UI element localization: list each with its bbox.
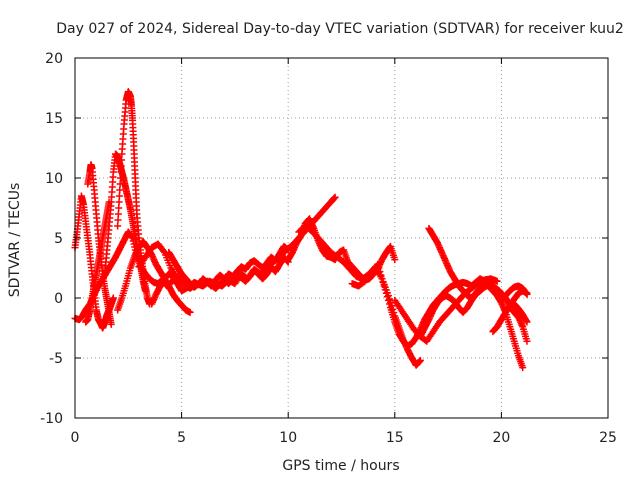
- data-point: [114, 222, 122, 230]
- data-point: [385, 300, 393, 308]
- series-t10: [165, 242, 292, 292]
- data-point: [523, 337, 531, 345]
- x-tick-label: 20: [492, 430, 510, 446]
- series-t4: [84, 161, 115, 328]
- y-tick-label: -10: [40, 411, 63, 427]
- data-point: [381, 286, 389, 294]
- data-point: [519, 364, 527, 372]
- data-point: [375, 264, 383, 272]
- data-point: [523, 290, 531, 298]
- series-t12: [295, 222, 424, 369]
- data-point: [523, 318, 531, 326]
- data-point: [114, 216, 122, 224]
- data-point: [116, 174, 124, 182]
- data-point: [378, 275, 386, 283]
- data-point: [115, 204, 123, 212]
- data-point: [118, 156, 126, 164]
- data-point: [116, 180, 124, 188]
- data-point: [109, 294, 117, 302]
- data-point: [379, 278, 387, 286]
- axis-ticks: 0 5 10 15 20 25 -10 -5 0 5 10 15 20: [40, 51, 617, 446]
- x-tick-label: 10: [279, 430, 297, 446]
- data-point: [380, 282, 388, 290]
- series-t6: [114, 88, 154, 308]
- data-point: [383, 293, 391, 301]
- y-tick-label: 15: [45, 111, 63, 127]
- data-point: [117, 162, 125, 170]
- data-point: [284, 246, 292, 254]
- data-point: [416, 356, 424, 364]
- data-point: [115, 198, 123, 206]
- y-tick-label: 20: [45, 51, 63, 67]
- y-tick-label: 0: [54, 291, 63, 307]
- x-tick-label: 5: [177, 430, 186, 446]
- data-point: [107, 320, 115, 328]
- series-t20: [510, 300, 531, 326]
- data-point: [114, 210, 122, 218]
- x-tick-label: 15: [386, 430, 404, 446]
- y-tick-label: -5: [49, 351, 63, 367]
- x-tick-label: 25: [599, 430, 617, 446]
- x-axis-label: GPS time / hours: [282, 458, 399, 474]
- y-axis-label: SDTVAR / TECUs: [7, 183, 23, 298]
- series-t19: [497, 282, 531, 304]
- data-points: [71, 88, 531, 372]
- y-tick-label: 5: [54, 231, 63, 247]
- chart-title: Day 027 of 2024, Sidereal Day-to-day VTE…: [56, 21, 624, 37]
- x-tick-label: 0: [71, 430, 80, 446]
- data-point: [377, 271, 385, 279]
- data-point: [384, 296, 392, 304]
- data-point: [115, 192, 123, 200]
- data-point: [382, 289, 390, 297]
- data-point: [186, 308, 194, 316]
- data-point: [374, 260, 382, 268]
- grid: [75, 58, 608, 418]
- data-point: [331, 193, 339, 201]
- data-point: [376, 268, 384, 276]
- y-tick-label: 10: [45, 171, 63, 187]
- data-point: [116, 186, 124, 194]
- data-point: [117, 168, 125, 176]
- data-point: [391, 256, 399, 264]
- data-point: [493, 277, 501, 285]
- data-point: [159, 247, 167, 255]
- plot-frame: [74, 57, 609, 419]
